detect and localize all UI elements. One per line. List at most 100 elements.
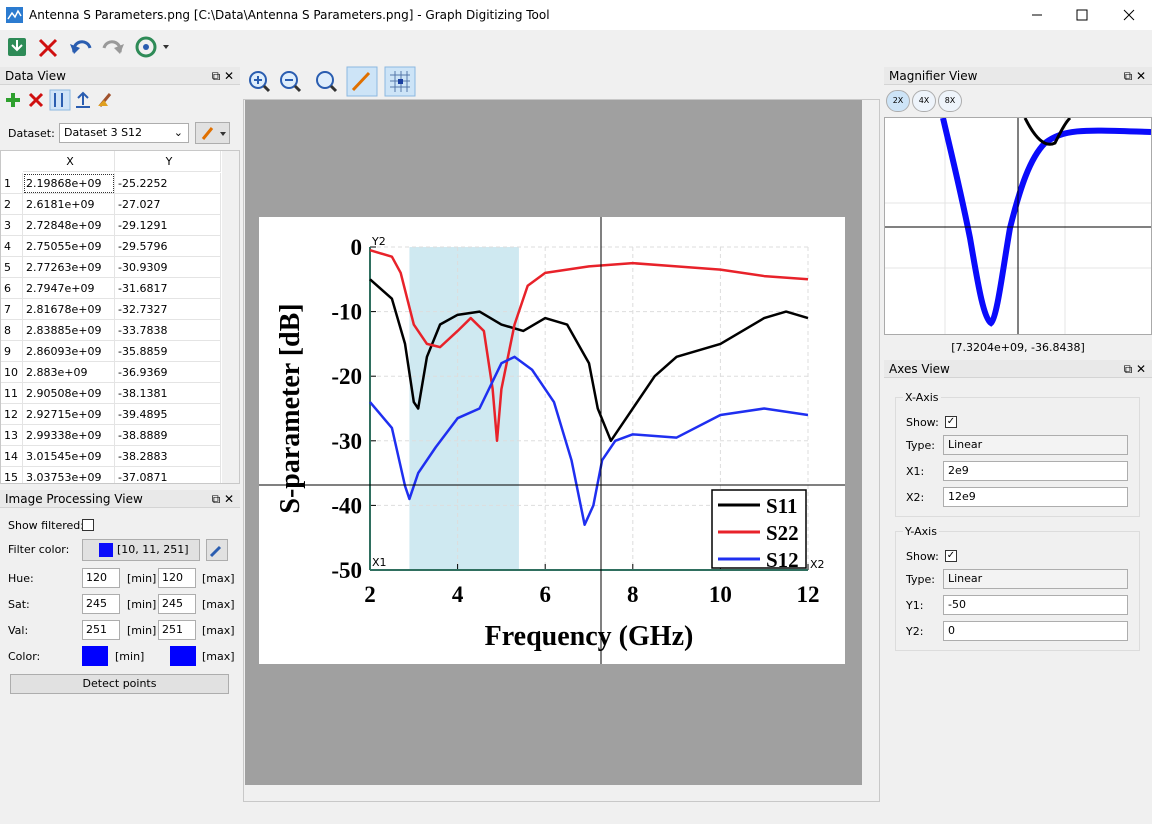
table-cell[interactable]: 2.75055e+09	[23, 236, 115, 257]
table-cell[interactable]: 2.7947e+09	[23, 278, 115, 299]
table-cell[interactable]: 3.01545e+09	[23, 446, 115, 467]
spin-box[interactable]: 245	[158, 594, 196, 614]
data-toolbar[interactable]	[0, 88, 240, 112]
table-cell[interactable]: 2.77263e+09	[23, 257, 115, 278]
table-cell[interactable]: 2.6181e+09	[23, 194, 115, 215]
window-controls[interactable]	[1020, 0, 1152, 30]
row-number: 13	[1, 425, 23, 446]
table-cell[interactable]: -35.8859	[115, 341, 221, 362]
table-cell[interactable]: 2.86093e+09	[23, 341, 115, 362]
table-cell[interactable]: 2.19868e+09	[23, 173, 115, 194]
table-cell[interactable]: -29.5796	[115, 236, 221, 257]
x-tick-label: 4	[452, 582, 464, 607]
panel-title: Image Processing View	[5, 492, 143, 506]
type-select[interactable]: Linear	[943, 435, 1128, 455]
color-swatch	[82, 646, 108, 666]
table-cell[interactable]: 2.99338e+09	[23, 425, 115, 446]
table-cell[interactable]: 2.83885e+09	[23, 320, 115, 341]
pen-icon	[201, 127, 226, 140]
label: Type:	[906, 573, 935, 586]
h-scrollbar[interactable]	[245, 785, 862, 801]
table-cell[interactable]: -38.8889	[115, 425, 221, 446]
table-scrollbar[interactable]	[222, 151, 239, 483]
spin-box[interactable]: 120	[158, 568, 196, 588]
y-tick-label: -50	[331, 558, 362, 583]
dataset-select[interactable]: Dataset 3 S12 ⌄	[59, 123, 189, 143]
calibration-label: X1	[372, 556, 387, 569]
table-cell[interactable]: -31.6817	[115, 278, 221, 299]
zoom-button[interactable]: 4X	[912, 90, 936, 112]
text-field[interactable]: 0	[943, 621, 1128, 641]
text-field[interactable]: -50	[943, 595, 1128, 615]
panel-controls[interactable]: ⧉ ✕	[211, 492, 234, 506]
text-field[interactable]: 12e9	[943, 487, 1128, 507]
table-cell[interactable]: -32.7327	[115, 299, 221, 320]
table-cell[interactable]: -36.9369	[115, 362, 221, 383]
table-cell[interactable]: -38.2883	[115, 446, 221, 467]
dataset-label: Dataset:	[8, 127, 55, 140]
table-cell[interactable]: 2.90508e+09	[23, 383, 115, 404]
table-cell[interactable]: -30.9309	[115, 257, 221, 278]
table-cell[interactable]: 2.883e+09	[23, 362, 115, 383]
panel-header: Data View ⧉ ✕	[0, 67, 240, 85]
table-cell[interactable]: -33.7838	[115, 320, 221, 341]
main-toolbar[interactable]	[0, 30, 1152, 65]
calibration-label: Y2	[371, 235, 386, 248]
panel-controls[interactable]: ⧉ ✕	[1123, 362, 1146, 376]
view-toolbar[interactable]	[243, 66, 423, 98]
label: [min]	[115, 650, 145, 663]
type-value: Linear	[948, 438, 983, 451]
crosshair	[259, 217, 845, 664]
filter-color-button[interactable]: [10, 11, 251]	[82, 539, 200, 561]
spin-box[interactable]: 251	[82, 620, 120, 640]
checkbox[interactable]: ✓	[945, 550, 957, 562]
row-number: 14	[1, 446, 23, 467]
row-number: 10	[1, 362, 23, 383]
row-number: 8	[1, 320, 23, 341]
detect-button[interactable]: Detect points	[10, 674, 229, 694]
y-tick-label: -40	[331, 493, 362, 518]
panel-title: Data View	[5, 69, 66, 83]
row-number: 6	[1, 278, 23, 299]
panel-controls[interactable]: ⧉ ✕	[1123, 69, 1146, 83]
table-cell[interactable]: 2.92715e+09	[23, 404, 115, 425]
color-swatch	[170, 646, 196, 666]
table-cell[interactable]: -27.027	[115, 194, 221, 215]
zoom-button[interactable]: 8X	[938, 90, 962, 112]
x-tick-label: 12	[797, 582, 820, 607]
checkbox[interactable]: ✓	[945, 416, 957, 428]
checkbox[interactable]	[82, 519, 94, 531]
pen-button[interactable]	[195, 122, 230, 144]
label: Type:	[906, 439, 935, 452]
panel-controls[interactable]: ⧉ ✕	[211, 69, 234, 83]
table-cell[interactable]: -39.4895	[115, 404, 221, 425]
panel-header: Axes View ⧉ ✕	[884, 360, 1152, 378]
magnifier-view	[884, 117, 1152, 335]
table-cell[interactable]: -25.2252	[115, 173, 221, 194]
type-value: Linear	[948, 572, 983, 585]
table-cell[interactable]: -38.1381	[115, 383, 221, 404]
panel-title: Axes View	[889, 362, 950, 376]
table-cell[interactable]: 3.03753e+09	[23, 467, 115, 483]
label: Filter color:	[8, 543, 70, 556]
table-cell[interactable]: 2.81678e+09	[23, 299, 115, 320]
label: Hue:	[8, 572, 34, 585]
table-cell[interactable]: -29.1291	[115, 215, 221, 236]
spin-box[interactable]: 120	[82, 568, 120, 588]
spin-box[interactable]: 251	[158, 620, 196, 640]
axis-group	[895, 531, 1140, 651]
row-number: 12	[1, 404, 23, 425]
type-select[interactable]: Linear	[943, 569, 1128, 589]
label: Sat:	[8, 598, 30, 611]
text-field[interactable]: 2e9	[943, 461, 1128, 481]
table-cell[interactable]: 2.72848e+09	[23, 215, 115, 236]
group-title: Y-Axis	[903, 525, 939, 539]
picker-button[interactable]	[206, 539, 228, 561]
label: [min]	[127, 624, 157, 637]
zoom-button[interactable]: 2X	[886, 90, 910, 112]
table-cell[interactable]: -37.0871	[115, 467, 221, 483]
legend-label: S12	[766, 548, 799, 572]
v-scrollbar[interactable]	[862, 100, 878, 785]
spin-box[interactable]: 245	[82, 594, 120, 614]
dataset-value: Dataset 3 S12	[64, 126, 143, 139]
